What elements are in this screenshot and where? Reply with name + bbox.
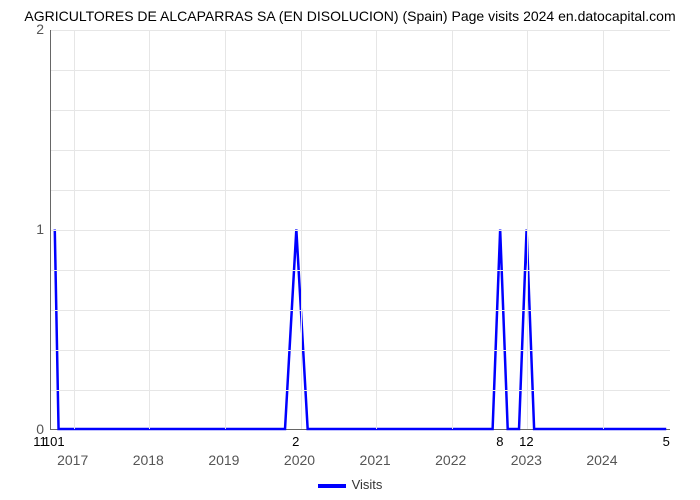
x-tick-label: 2018 (133, 452, 164, 468)
gridline-h (51, 390, 670, 391)
gridline-v (149, 30, 150, 429)
gridline-v (603, 30, 604, 429)
chart-container: { "chart": { "type": "line", "title": "A… (0, 0, 700, 500)
y-tick-label: 1 (26, 221, 44, 237)
x-tick-label: 2017 (57, 452, 88, 468)
gridline-v (376, 30, 377, 429)
gridline-v (301, 30, 302, 429)
data-point-label: 8 (496, 434, 503, 449)
legend: Visits (0, 477, 700, 492)
data-point-label: 2 (292, 434, 299, 449)
gridline-h (51, 350, 670, 351)
legend-swatch (318, 484, 346, 488)
x-tick-label: 2022 (435, 452, 466, 468)
chart-title: AGRICULTORES DE ALCAPARRAS SA (EN DISOLU… (0, 8, 700, 24)
gridline-v (225, 30, 226, 429)
y-tick-label: 2 (26, 21, 44, 37)
gridline-h (51, 190, 670, 191)
gridline-v (527, 30, 528, 429)
data-point-label: 12 (519, 434, 533, 449)
gridline-h (51, 230, 670, 231)
gridline-h (51, 30, 670, 31)
gridline-h (51, 110, 670, 111)
gridline-h (51, 150, 670, 151)
x-tick-label: 2020 (284, 452, 315, 468)
gridline-h (51, 270, 670, 271)
gridline-h (51, 70, 670, 71)
x-tick-label: 2021 (360, 452, 391, 468)
gridline-v (74, 30, 75, 429)
legend-label: Visits (352, 477, 383, 492)
data-point-label-outlier: 11 (33, 434, 47, 449)
gridline-h (51, 310, 670, 311)
plot-area (50, 30, 670, 430)
x-tick-label: 2024 (586, 452, 617, 468)
gridline-v (452, 30, 453, 429)
data-point-label: 5 (663, 434, 670, 449)
x-tick-label: 2023 (511, 452, 542, 468)
x-tick-label: 2019 (208, 452, 239, 468)
